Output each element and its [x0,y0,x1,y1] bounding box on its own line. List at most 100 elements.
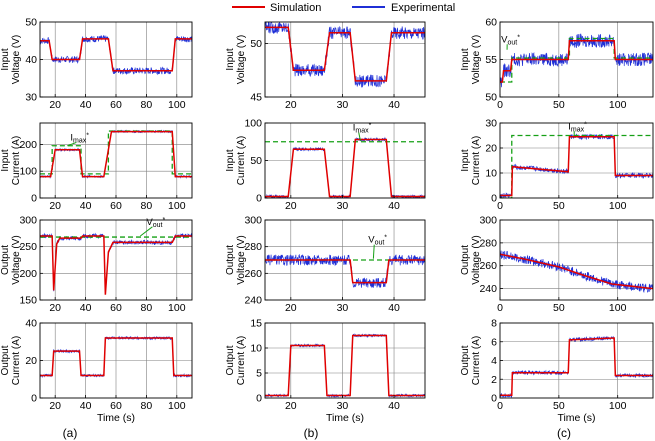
x-tick-label: 40 [80,99,92,111]
panel-c3: 0 50 100 240 260 280 300 OutputVoltage (V) [460,215,654,314]
annotation-c2: Imax* [568,121,587,133]
y-tick-label: 4 [491,355,497,367]
panel-b3: 20 30 40 240 260 280 300 OutputVoltage (V) Vout* [225,215,426,314]
x-tick-label: 40 [388,99,400,111]
x-tick-label: 100 [168,400,186,412]
series-reference-c2 [500,134,653,198]
x-tick-label: 100 [609,302,627,314]
legend-experimental-label: Experimental [391,2,455,14]
annotation-leader-a2 [67,141,77,147]
x-tick-label: 30 [337,200,349,212]
x-tick-label: 100 [609,99,627,111]
series-experimental-a4 [40,335,192,379]
y-axis-label-b2: InputCurrent (A) [225,136,247,185]
series-simulation-c1 [500,40,653,83]
y-tick-label: 30 [485,118,497,130]
grid-b1 [265,22,425,97]
y-tick-label: 10 [485,168,497,180]
plot-frame-c2 [499,122,654,199]
series-simulation-c4 [500,337,653,396]
annotation-leader-b3 [372,244,375,259]
y-tick-label: 0 [31,193,37,205]
series-experimental-b3 [265,253,425,289]
x-tick-label: 50 [553,200,565,212]
x-tick-label: 40 [80,200,92,212]
series-experimental-c2 [500,133,653,198]
x-tick-label: 80 [141,99,153,111]
x-tick-label: 50 [553,400,565,412]
y-tick-label: 200 [19,268,37,280]
series-experimental-b4 [265,333,425,398]
x-tick-label: 50 [553,302,565,314]
annotation-c1: Vout* [501,34,520,46]
series-experimental-a1 [40,34,192,76]
x-tick-label: 30 [337,400,349,412]
y-tick-label: 0 [491,193,497,205]
column-label-c: (c) [557,426,571,440]
x-tick-label: 60 [110,200,122,212]
y-tick-label: 280 [244,241,262,253]
y-tick-label: 55 [485,54,497,66]
annotation-b2: Imax* [353,123,372,135]
y-tick-label: 50 [485,92,497,104]
y-axis-label-c4: OutputCurrent (A) [460,336,482,385]
series-simulation-a3 [40,235,192,295]
x-tick-label: 0 [497,99,503,111]
y-tick-label: 20 [25,355,37,367]
y-tick-label: 260 [479,260,497,272]
y-tick-label: 300 [479,215,497,227]
annotation-a3: Vout* [146,217,165,229]
y-tick-label: 300 [19,215,37,227]
x-tick-label: 100 [168,200,186,212]
y-tick-label: 100 [244,118,262,130]
y-tick-label: 280 [479,237,497,249]
y-tick-label: 50 [250,38,262,50]
y-tick-label: 0 [491,393,497,405]
series-simulation-b4 [265,334,425,397]
x-tick-label: 50 [553,99,565,111]
series-simulation-a4 [40,337,192,377]
annotation-a2: Imax* [70,132,89,144]
y-tick-label: 260 [244,268,262,280]
plot-frame-b3 [264,219,426,301]
panel-a3: 20 40 60 80 100 150 200 250 300 OutputVoltage (V)… [0,215,193,314]
y-tick-label: 10 [250,343,262,355]
y-tick-label: 300 [244,215,262,227]
x-tick-label: 40 [80,302,92,314]
x-tick-label: 20 [49,302,61,314]
grid-a2 [40,123,192,198]
series-simulation-c3 [500,253,653,290]
y-tick-label: 30 [25,92,37,104]
y-tick-label: 240 [479,283,497,295]
y-tick-label: 40 [25,318,37,330]
x-tick-label: 80 [141,200,153,212]
x-tick-label: 20 [49,400,61,412]
series-simulation-b3 [265,259,425,284]
plot-frame-b1 [264,21,426,98]
y-tick-label: 100 [19,166,37,178]
x-tick-label: 20 [49,200,61,212]
plot-frame-c3 [499,219,654,301]
panel-c4: 0 50 100 0 2 4 6 8 OutputCurrent (A) Time (s) [460,318,654,424]
x-tick-label: 20 [49,99,61,111]
y-axis-label-b4: OutputCurrent (A) [225,336,247,385]
x-tick-label: 0 [497,200,503,212]
x-tick-label: 60 [110,302,122,314]
plot-frame-b4 [264,322,426,399]
y-axis-label-a3: OutputVoltage (V) [0,235,22,284]
y-axis-label-a4: OutputCurrent (A) [0,336,22,385]
y-tick-label: 50 [250,155,262,167]
x-tick-label: 30 [337,99,349,111]
y-tick-label: 0 [31,393,37,405]
x-tick-label: 100 [609,400,627,412]
x-tick-label: 80 [141,302,153,314]
x-axis-label-c4: Time (s) [557,412,595,424]
x-tick-label: 0 [497,302,503,314]
